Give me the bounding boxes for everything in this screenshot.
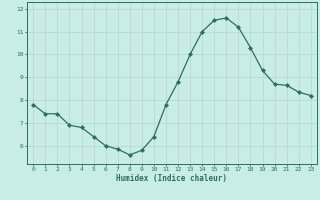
X-axis label: Humidex (Indice chaleur): Humidex (Indice chaleur) (116, 174, 228, 183)
